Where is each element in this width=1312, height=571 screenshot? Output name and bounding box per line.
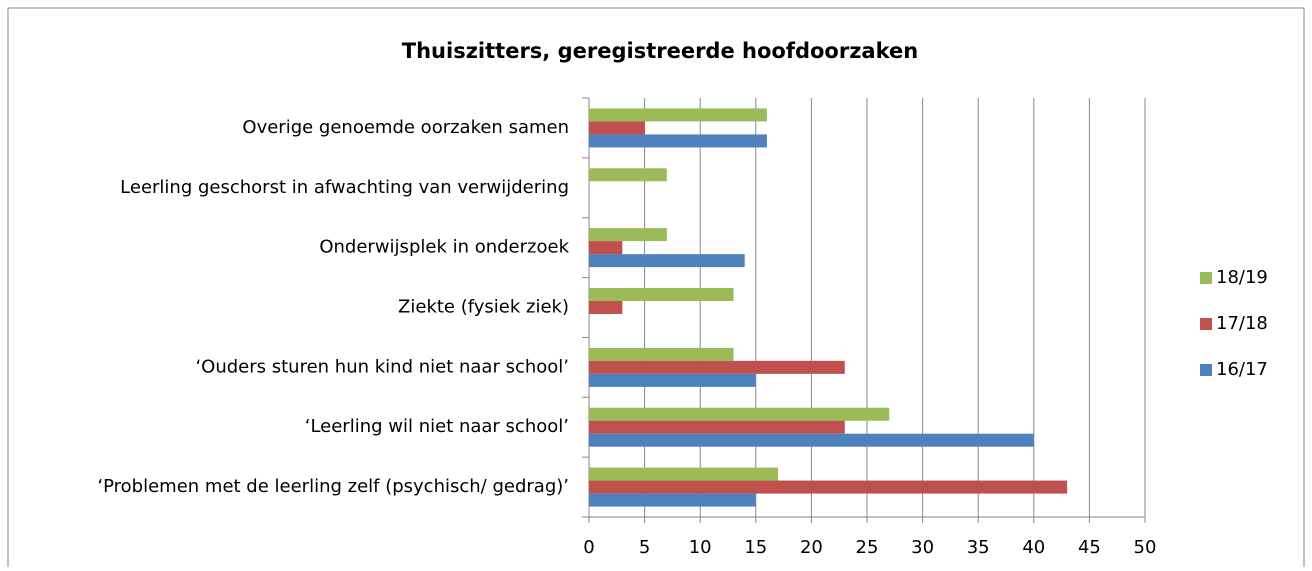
- bar: [589, 373, 756, 387]
- bar: [589, 407, 890, 421]
- bar: [589, 433, 1034, 447]
- x-tick-label: 15: [744, 537, 767, 558]
- y-tick-label: ‘Leerling wil niet naar school’: [305, 416, 569, 437]
- y-tick-label: Overige genoemde oorzaken samen: [242, 117, 569, 138]
- bar: [589, 121, 645, 135]
- y-tick-label: ‘Ouders sturen hun kind niet naar school…: [195, 356, 569, 377]
- y-tick-label: Leerling geschorst in afwachting van ver…: [120, 177, 569, 198]
- bar: [589, 493, 756, 507]
- bar: [589, 241, 623, 255]
- bar: [589, 467, 779, 481]
- x-tick-label: 0: [583, 537, 594, 558]
- y-tick-label: Onderwijsplek in onderzoek: [319, 237, 569, 258]
- bar: [589, 254, 745, 268]
- chart-title: Thuiszitters, geregistreerde hoofdoorzak…: [402, 39, 918, 63]
- bar: [589, 108, 767, 122]
- y-tick-label: ‘Problemen met de leerling zelf (psychis…: [97, 476, 569, 497]
- bar: [589, 288, 734, 301]
- legend-label: 17/18: [1216, 313, 1268, 334]
- x-tick-label: 10: [689, 537, 712, 558]
- bar: [589, 228, 667, 242]
- legend-swatch: [1200, 272, 1212, 284]
- x-tick-label: 30: [911, 537, 934, 558]
- y-tick-label: Ziekte (fysiek ziek): [398, 297, 569, 318]
- legend-label: 16/17: [1216, 359, 1268, 380]
- bar: [589, 347, 734, 361]
- x-tick-label: 45: [1078, 537, 1101, 558]
- legend-swatch: [1200, 318, 1212, 330]
- bar: [589, 420, 845, 434]
- legend-label: 18/19: [1216, 267, 1268, 288]
- x-tick-label: 5: [639, 537, 650, 558]
- bar: [589, 134, 767, 148]
- x-tick-label: 20: [800, 537, 823, 558]
- bar: [589, 480, 1068, 494]
- x-tick-label: 35: [967, 537, 990, 558]
- bar: [589, 301, 623, 314]
- bar: [589, 360, 845, 374]
- x-tick-label: 25: [856, 537, 879, 558]
- x-tick-label: 40: [1022, 537, 1045, 558]
- bar: [589, 168, 667, 182]
- legend-swatch: [1200, 364, 1212, 376]
- x-tick-label: 50: [1134, 537, 1157, 558]
